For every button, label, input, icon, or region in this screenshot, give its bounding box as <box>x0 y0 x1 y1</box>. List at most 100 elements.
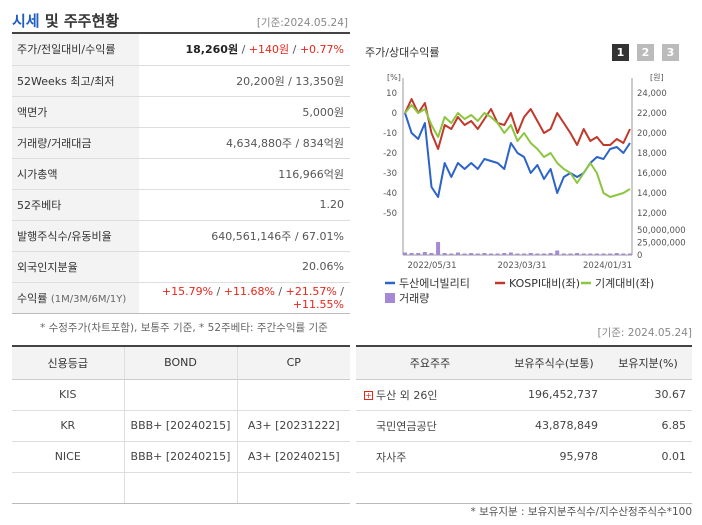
table-row: 외국인지분율 20.06% <box>12 251 350 283</box>
table-row: 52주베타 1.20 <box>12 189 350 221</box>
volume-bar <box>409 253 414 255</box>
cp-cell <box>236 379 350 411</box>
row-value: 5,000원 <box>139 96 350 128</box>
volume-bar <box>628 253 632 255</box>
bond-cell: BBB+ [20240215] <box>123 441 237 473</box>
holder-name[interactable]: + 두산 외 26인 <box>356 379 504 411</box>
table-row: 주가/전일대비/수익률 18,260원 / +140원 / +0.77% <box>12 34 350 66</box>
volume-bar <box>594 253 599 255</box>
bond-cell: BBB+ [20240215] <box>123 410 237 442</box>
volume-bar <box>535 253 540 255</box>
chart-page-2-button[interactable]: 2 <box>637 44 654 61</box>
volume-bar <box>455 252 460 255</box>
legend-label: 두산에너빌리티 <box>399 277 470 290</box>
right-tick-label: 16,000 <box>637 169 667 179</box>
left-tick-label: -20 <box>383 149 397 159</box>
volume-bar <box>462 253 467 255</box>
volume-bar <box>614 253 619 255</box>
left-tick-label: -10 <box>383 129 397 139</box>
volume-bar <box>508 252 513 255</box>
volume-bar <box>581 253 586 255</box>
volume-bar <box>515 253 520 255</box>
series-line-2 <box>404 98 631 150</box>
row-label: 액면가 <box>12 96 139 128</box>
holders-basis: [기준: 2024.05.24] <box>597 327 692 339</box>
volume-tick-label: 0 <box>637 251 642 261</box>
table-row: 자사주 95,978 0.01 <box>356 441 692 473</box>
legend-label: 거래량 <box>399 292 429 305</box>
row-value: 4,634,880주 / 834억원 <box>139 127 350 159</box>
table-row: 발행주식수/유동비율 640,561,146주 / 67.01% <box>12 220 350 252</box>
col-header: CP <box>236 345 350 380</box>
chart-title: 주가/상대수익률 <box>365 46 440 59</box>
table-header: 신용등급 BOND CP <box>12 345 350 380</box>
holder-shares: 95,978 <box>504 441 604 473</box>
row-label: 시가총액 <box>12 158 139 190</box>
table-row: 수익률 (1M/3M/6M/1Y) +15.79% / +11.68% / +2… <box>12 282 350 314</box>
agency-cell <box>12 472 124 504</box>
col-header: 주요주주 <box>356 345 504 380</box>
holder-name: 자사주 <box>356 441 504 473</box>
volume-bar <box>482 253 487 255</box>
holder-pct: 0.01 <box>604 441 692 473</box>
holder-shares <box>504 472 604 504</box>
table-row <box>12 472 350 504</box>
row-label: 주가/전일대비/수익률 <box>12 34 139 66</box>
holders-note: * 보유지분 : 보유지분주식수/지수산정주식수*100 <box>470 506 692 518</box>
row-label: 거래량/거래대금 <box>12 127 139 159</box>
holder-name: 국민연금공단 <box>356 410 504 442</box>
series-line-1 <box>404 112 631 198</box>
table-header: 주요주주 보유주식수(보통) 보유지분(%) <box>356 345 692 380</box>
volume-bar <box>601 253 606 255</box>
volume-bar <box>548 253 553 255</box>
col-header: 신용등급 <box>12 345 124 380</box>
table-row: 52Weeks 최고/최저 20,200원 / 13,350원 <box>12 65 350 97</box>
agency-cell: KIS <box>12 379 124 411</box>
volume-tick-label: 50,000,000 <box>637 226 686 236</box>
volume-bar <box>621 253 626 255</box>
row-label: 외국인지분율 <box>12 251 139 283</box>
expand-plus-icon[interactable]: + <box>364 391 373 400</box>
price-chart: [%] [원] 10 0 -10 -20 -30 -40 -50 24,000 22,000 20,0… <box>383 73 686 305</box>
col-header: 보유주식수(보통) <box>504 345 604 380</box>
right-tick-label: 20,000 <box>637 129 667 139</box>
chart-page-1-button[interactable]: 1 <box>612 44 629 61</box>
series-line-3 <box>404 104 631 198</box>
volume-bar <box>608 253 613 255</box>
market-table: 주가/전일대비/수익률 18,260원 / +140원 / +0.77% 52W… <box>12 34 350 314</box>
volume-tick-label: 25,000,000 <box>637 239 686 249</box>
right-tick-label: 12,000 <box>637 209 667 219</box>
col-header: BOND <box>123 345 237 380</box>
credit-table: 신용등급 BOND CP KIS KR BBB+ [20240215] A3+ [2… <box>12 345 350 504</box>
volume-bar <box>568 253 573 255</box>
right-tick-label: 24,000 <box>637 89 667 99</box>
holder-pct <box>604 472 692 504</box>
table-row: 거래량/거래대금 4,634,880주 / 834억원 <box>12 127 350 159</box>
chart-page-3-button[interactable]: 3 <box>662 44 679 61</box>
col-header: 보유지분(%) <box>604 345 692 380</box>
cp-cell: A3+ [20240215] <box>236 441 350 473</box>
cp-cell <box>236 472 350 504</box>
left-axis-unit: [%] <box>387 73 401 82</box>
row-label: 발행주식수/유동비율 <box>12 220 139 252</box>
volume-bar <box>588 253 593 255</box>
left-tick-label: -40 <box>383 189 397 199</box>
section-title: 시세 및 주주현황 <box>12 12 120 30</box>
row-label: 수익률 (1M/3M/6M/1Y) <box>12 282 139 314</box>
bond-cell <box>123 379 237 411</box>
volume-bar <box>528 253 533 255</box>
volume-bar <box>502 253 507 255</box>
right-tick-label: 18,000 <box>637 149 667 159</box>
price-value: 18,260원 / +140원 / +0.77% <box>139 34 350 66</box>
table-row: 국민연금공단 43,878,849 6.85 <box>356 410 692 442</box>
volume-bar <box>469 253 474 255</box>
volume-bar <box>495 253 500 255</box>
volume-bar <box>489 253 494 255</box>
holder-pct: 6.85 <box>604 410 692 442</box>
holder-name <box>356 472 504 504</box>
volume-bar <box>555 250 560 255</box>
table-row: 액면가 5,000원 <box>12 96 350 128</box>
row-label: 52주베타 <box>12 189 139 221</box>
legend-label: KOSPI대비(좌) <box>509 277 580 290</box>
legend-swatch <box>385 293 395 303</box>
